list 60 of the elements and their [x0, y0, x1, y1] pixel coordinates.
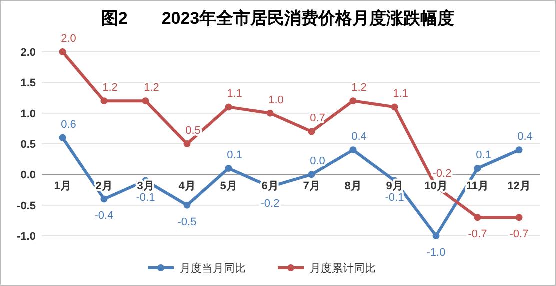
data-label: -0.4: [94, 210, 114, 222]
y-tick-label: 0.5: [20, 139, 36, 151]
data-label: 1.2: [352, 82, 367, 94]
data-label: 0.1: [227, 150, 242, 162]
data-label: 0.0: [310, 156, 326, 168]
data-label: 0.1: [476, 150, 492, 162]
point: [474, 214, 482, 222]
legend-label: 月度累计同比: [310, 262, 376, 275]
point: [59, 134, 66, 142]
data-label: -0.5: [178, 216, 197, 228]
point: [308, 128, 316, 136]
data-label: 1.2: [102, 82, 118, 94]
data-label: 0.6: [61, 118, 76, 131]
chart-title: 图2 2023年全市居民消费价格月度涨跌幅度: [101, 9, 455, 28]
x-tick-label: 11月: [466, 180, 490, 193]
data-label: 1.0: [268, 94, 284, 106]
point: [432, 232, 440, 240]
point: [184, 140, 191, 148]
x-tick-label: 2月: [96, 180, 113, 193]
x-tick-label: 5月: [220, 180, 238, 193]
data-label: 1.1: [227, 88, 242, 100]
point: [350, 146, 357, 154]
y-tick-label: 1.5: [20, 78, 36, 90]
data-label: -0.1: [136, 192, 156, 204]
point: [391, 104, 398, 111]
point: [308, 171, 316, 178]
point: [184, 202, 191, 209]
data-label: -0.7: [510, 228, 529, 241]
y-tick-label: 1.0: [20, 108, 36, 120]
y-tick-label: 0.0: [20, 170, 36, 182]
data-label: -0.1: [385, 192, 404, 204]
y-tick-label: -0.5: [17, 200, 36, 212]
x-tick-label: 8月: [344, 180, 362, 193]
data-label: 1.2: [144, 82, 160, 94]
data-label: 2.0: [61, 33, 76, 45]
point: [225, 165, 232, 172]
point: [516, 146, 523, 154]
data-label: 0.4: [518, 131, 533, 144]
data-label: -1.0: [426, 247, 446, 259]
point: [350, 98, 357, 105]
point: [225, 104, 232, 111]
x-tick-label: 7月: [303, 180, 320, 193]
data-label: 0.4: [352, 131, 367, 144]
x-tick-label: 1月: [54, 180, 72, 193]
point: [516, 214, 523, 222]
point: [100, 196, 108, 203]
data-label: 1.1: [393, 88, 408, 100]
data-label: 0.7: [310, 112, 326, 125]
x-tick-label: 4月: [178, 180, 196, 193]
point: [100, 98, 108, 105]
point: [59, 48, 66, 56]
point: [474, 165, 482, 172]
point: [142, 98, 150, 105]
legend-label: 月度当月同比: [180, 262, 246, 275]
data-label: -0.2: [260, 198, 280, 210]
y-tick-label: -1.0: [17, 231, 36, 243]
y-tick-label: 2.0: [20, 47, 36, 59]
point: [266, 110, 274, 117]
data-label: -0.7: [468, 228, 488, 241]
x-tick-label: 12月: [508, 180, 531, 193]
